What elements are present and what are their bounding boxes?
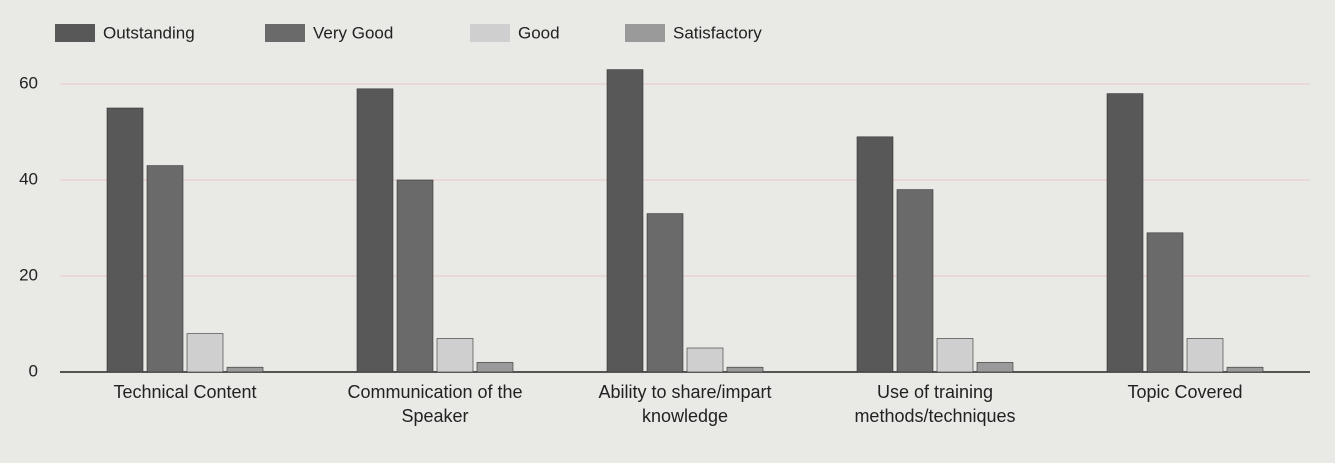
bar <box>1186 338 1224 373</box>
bar <box>686 347 724 373</box>
bar <box>976 362 1014 373</box>
bar <box>186 333 224 373</box>
bar <box>436 338 474 373</box>
bar <box>1146 232 1184 373</box>
x-tick-label: Communication of the Speaker <box>347 382 523 426</box>
bar <box>146 165 184 373</box>
bar <box>476 362 514 373</box>
x-tick-label: Technical Content <box>113 382 257 402</box>
y-tick-label: 60 <box>19 73 38 92</box>
bar <box>936 338 974 373</box>
legend-label: Good <box>518 23 560 42</box>
bar <box>1226 366 1264 373</box>
legend-swatch <box>55 24 95 42</box>
bar <box>226 366 264 373</box>
y-tick-label: 0 <box>29 361 38 380</box>
legend-label: Very Good <box>313 23 393 42</box>
bar <box>606 69 644 373</box>
legend-label: Outstanding <box>103 23 195 42</box>
bar <box>896 189 934 373</box>
x-tick-label: Ability to share/impart knowledge <box>598 382 772 426</box>
x-tick-label: Use of training methods/techniques <box>854 382 1016 426</box>
legend-swatch <box>265 24 305 42</box>
bar <box>356 88 394 373</box>
bar <box>1106 93 1144 373</box>
y-tick-label: 40 <box>19 169 38 188</box>
bar <box>646 213 684 373</box>
x-tick-label: Topic Covered <box>1127 382 1243 402</box>
y-tick-label: 20 <box>19 265 38 284</box>
legend-swatch <box>470 24 510 42</box>
legend-swatch <box>625 24 665 42</box>
bar <box>726 366 764 373</box>
bar <box>396 179 434 373</box>
bar <box>856 136 894 373</box>
legend-label: Satisfactory <box>673 23 762 42</box>
bar <box>106 107 144 373</box>
